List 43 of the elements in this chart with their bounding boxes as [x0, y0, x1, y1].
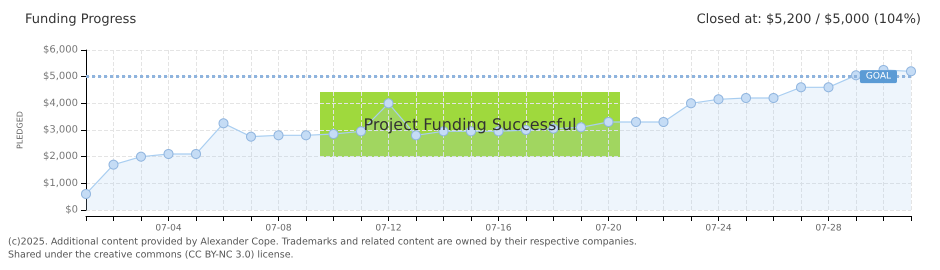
chart-subtitle: Closed at: $5,200 / $5,000 (104%)	[696, 12, 922, 27]
x-tick-label: 07-28	[815, 224, 842, 234]
point	[218, 118, 228, 128]
point	[768, 93, 778, 103]
point	[81, 189, 91, 199]
point	[328, 129, 338, 139]
y-tick-label: $1,000	[43, 178, 78, 189]
y-tick-label: $0	[65, 204, 78, 216]
point	[741, 93, 751, 103]
point	[658, 117, 668, 127]
point	[301, 130, 311, 140]
y-axis-title: PLEDGED	[16, 111, 24, 149]
point	[136, 152, 146, 162]
point	[356, 126, 366, 136]
point	[686, 98, 696, 108]
point	[108, 160, 118, 170]
point	[191, 149, 201, 159]
point	[714, 94, 724, 104]
point	[576, 122, 586, 132]
point	[604, 117, 614, 127]
chart-title: Funding Progress	[25, 12, 136, 27]
point	[274, 130, 284, 140]
point	[824, 82, 834, 92]
point	[246, 132, 256, 142]
text: (c)2025. Additional content provided by Alexander Cope. Trademarks and related content are owned by their respective companies.	[8, 236, 637, 248]
point	[796, 82, 806, 92]
point	[384, 98, 394, 108]
x-tick-label: 07-12	[375, 224, 402, 234]
ref-line-label: GOAL	[866, 72, 891, 82]
x-tick-label: 07-16	[485, 224, 512, 234]
point	[906, 66, 916, 76]
y-tick-label: $3,000	[43, 124, 78, 136]
y-tick-label: $6,000	[43, 44, 78, 56]
text: Shared under the creative commons (CC BY-NC 3.0) license.	[8, 250, 294, 260]
y-tick-label: $2,000	[43, 151, 78, 162]
x-tick-label: 07-20	[595, 224, 622, 234]
y-tick-label: $4,000	[43, 98, 78, 109]
y-tick-label: $5,000	[43, 71, 78, 82]
x-tick-label: 07-08	[265, 224, 292, 234]
x-tick-label: 07-24	[705, 224, 732, 234]
x-tick-label: 07-04	[155, 224, 182, 234]
point	[164, 149, 174, 159]
point	[631, 117, 641, 127]
